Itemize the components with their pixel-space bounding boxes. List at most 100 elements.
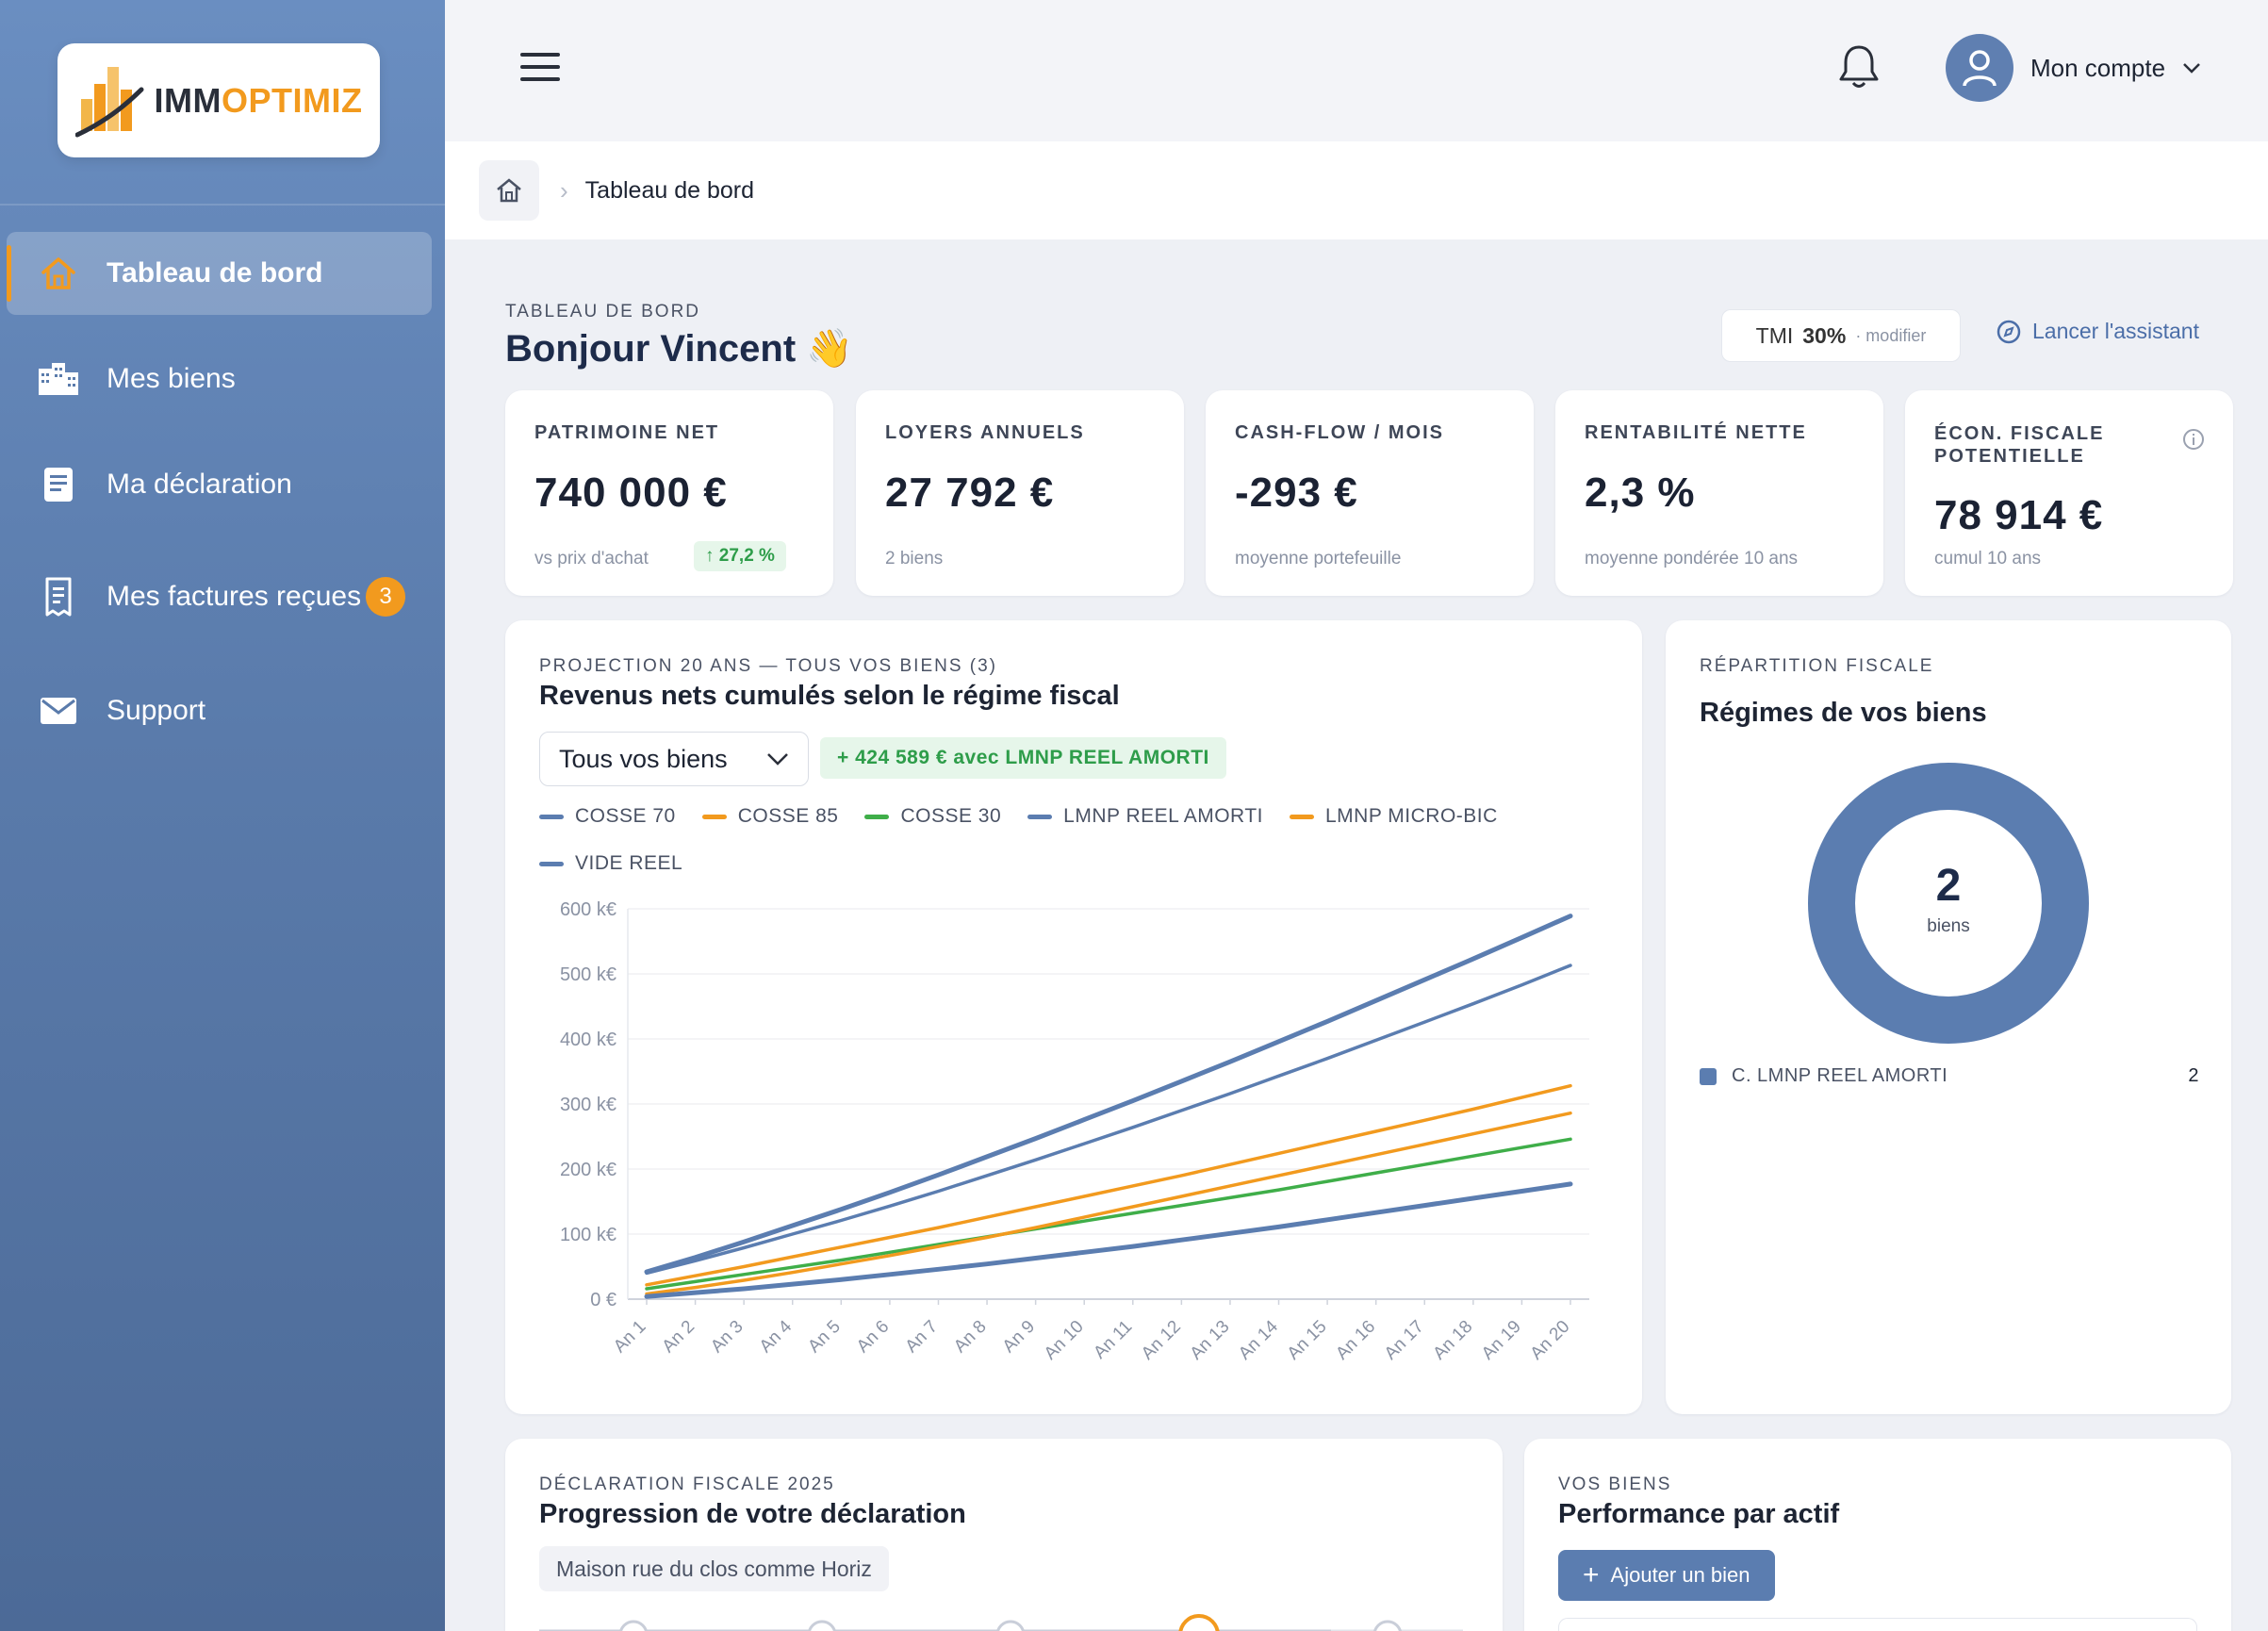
mail-icon <box>35 697 82 725</box>
x-tick-label: An 19 <box>1478 1317 1525 1364</box>
sidebar-item-label: Mes factures reçues <box>107 580 362 612</box>
property-chip[interactable]: Maison rue du clos comme Horiz <box>539 1546 889 1591</box>
x-tick-label: An 7 <box>902 1317 942 1357</box>
x-tick-label: An 5 <box>804 1317 844 1357</box>
tmi-label: TMI <box>1755 322 1794 348</box>
sidebar-item-dashboard[interactable]: Tableau de bord <box>7 232 432 315</box>
home-icon <box>35 256 82 290</box>
chevron-down-icon <box>767 753 788 766</box>
account-menu[interactable]: Mon compte <box>1946 34 2201 102</box>
projection-title: Revenus nets cumulés selon le régime fis… <box>539 681 1120 711</box>
kpi-value: 27 792 € <box>885 470 1055 516</box>
series-line-vide-reel[interactable] <box>644 1181 1573 1299</box>
x-tick-label: An 10 <box>1041 1317 1088 1364</box>
add-property-label: Ajouter un bien <box>1610 1563 1750 1587</box>
sidebar-divider <box>0 204 445 206</box>
series-line-cosse-85[interactable] <box>645 1083 1572 1287</box>
x-tick-label: An 15 <box>1284 1317 1331 1364</box>
document-icon <box>35 466 82 503</box>
x-tick-label: An 3 <box>707 1317 747 1357</box>
compass-icon <box>1997 320 2021 343</box>
sidebar-item-ma-declaration[interactable]: Ma déclaration <box>7 443 432 526</box>
add-property-button[interactable]: + Ajouter un bien <box>1558 1550 1775 1601</box>
kpi-value: 78 914 € <box>1934 492 2104 538</box>
breadcrumb: › Tableau de bord <box>445 141 2268 239</box>
y-tick-label: 300 k€ <box>560 1095 616 1115</box>
menu-toggle-icon[interactable] <box>520 53 560 83</box>
tmi-selector[interactable]: TMI 30% · modifier <box>1721 309 1961 362</box>
series-line-lmnp-micro-bic[interactable] <box>645 1111 1572 1296</box>
breadcrumb-home-button[interactable] <box>479 160 539 221</box>
chevron-down-icon <box>2183 63 2200 74</box>
step-circle[interactable] <box>996 1620 1025 1631</box>
donut-chart <box>1808 763 2089 1044</box>
account-label: Mon compte <box>2030 53 2166 82</box>
kpi-card-economie-fiscale: ÉCON. FISCALE POTENTIELLE 78 914 € cumul … <box>1905 390 2233 596</box>
property-select[interactable]: Tous vos biens <box>539 732 809 786</box>
y-tick-label: 200 k€ <box>560 1160 616 1180</box>
projection-eyebrow: PROJECTION 20 ANS — TOUS VOS BIENS (3) <box>539 656 998 676</box>
kpi-card-cashflow: CASH-FLOW / MOIS -293 € moyenne portefeu… <box>1206 390 1534 596</box>
tmi-modify-link[interactable]: · modifier <box>1855 325 1927 345</box>
kpi-sub: cumul 10 ans <box>1934 549 2042 568</box>
donut-total-label: biens <box>1927 916 1970 936</box>
step-circle[interactable] <box>1373 1620 1402 1631</box>
sidebar: IMMOPTIMIZ Tableau de bord Mes biens Ma … <box>0 0 445 1631</box>
kpi-value: 2,3 % <box>1585 470 1696 516</box>
series-line-cosse-70[interactable] <box>645 964 1572 1276</box>
kpi-label: PATRIMOINE NET <box>534 422 720 443</box>
topbar: Mon compte <box>445 0 2268 141</box>
sidebar-item-mes-factures[interactable]: Mes factures reçues 3 <box>7 554 432 639</box>
x-tick-label: An 4 <box>756 1316 797 1357</box>
legend-swatch <box>1700 1067 1717 1085</box>
declaration-eyebrow: DÉCLARATION FISCALE 2025 <box>539 1474 835 1494</box>
x-tick-label: An 1 <box>610 1317 649 1357</box>
legend-item[interactable]: COSSE 70 <box>539 803 676 830</box>
legend-item[interactable]: COSSE 85 <box>701 803 839 830</box>
bell-icon[interactable] <box>1836 43 1882 95</box>
property-select-value: Tous vos biens <box>559 744 728 773</box>
logo-buildings-icon <box>74 66 143 137</box>
step-circle[interactable] <box>619 1620 648 1631</box>
sidebar-item-label: Tableau de bord <box>107 257 323 288</box>
notification-badge: 3 <box>366 577 405 617</box>
x-tick-label: An 6 <box>853 1317 893 1357</box>
repartition-row-count: 2 <box>2188 1065 2199 1086</box>
kpi-label: RENTABILITÉ NETTE <box>1585 422 1807 443</box>
series-line-lmnp-reel-amorti[interactable] <box>644 914 1573 1275</box>
logo[interactable]: IMMOPTIMIZ <box>58 43 380 157</box>
assistant-label: Lancer l'assistant <box>2032 319 2199 343</box>
sidebar-item-label: Mes biens <box>107 363 236 394</box>
x-tick-label: An 2 <box>659 1317 698 1357</box>
sidebar-item-support[interactable]: Support <box>7 669 432 752</box>
projection-card: PROJECTION 20 ANS — TOUS VOS BIENS (3) R… <box>505 620 1642 1414</box>
plus-icon: + <box>1583 1559 1600 1590</box>
breadcrumb-current: Tableau de bord <box>584 176 754 204</box>
sidebar-item-mes-biens[interactable]: Mes biens <box>7 338 432 420</box>
series-line-cosse-30[interactable] <box>645 1137 1572 1291</box>
legend-item[interactable]: LMNP MICRO-BIC <box>1290 803 1498 830</box>
kpi-sub: moyenne portefeuille <box>1235 549 1402 568</box>
x-tick-label: An 20 <box>1527 1317 1574 1364</box>
y-tick-label: 400 k€ <box>560 1030 616 1050</box>
step-circle-active[interactable] <box>1178 1614 1220 1631</box>
legend-item[interactable]: COSSE 30 <box>864 803 1001 830</box>
legend-item[interactable]: LMNP REEL AMORTI <box>1027 803 1263 830</box>
repartition-row: C. LMNP REEL AMORTI 2 <box>1700 1065 2199 1087</box>
assistant-button[interactable]: Lancer l'assistant <box>1997 319 2199 344</box>
legend-swatch <box>539 814 564 819</box>
x-tick-label: An 9 <box>999 1317 1039 1357</box>
x-tick-label: An 8 <box>950 1317 990 1357</box>
step-circle[interactable] <box>808 1620 836 1631</box>
repartition-title: Régimes de vos biens <box>1700 698 1987 728</box>
info-icon[interactable] <box>2182 428 2205 455</box>
legend-item[interactable]: VIDE REEL <box>539 850 682 877</box>
chevron-right-icon: › <box>560 175 568 205</box>
legend-swatch <box>539 861 564 866</box>
kpi-card-patrimoine: PATRIMOINE NET 740 000 € vs prix d'achat… <box>505 390 833 596</box>
legend-swatch <box>701 814 727 819</box>
kpi-label: LOYERS ANNUELS <box>885 422 1085 443</box>
donut-slice-lmnp-reel[interactable] <box>1808 763 2089 1044</box>
avatar <box>1946 34 2013 102</box>
y-tick-label: 100 k€ <box>560 1225 616 1245</box>
